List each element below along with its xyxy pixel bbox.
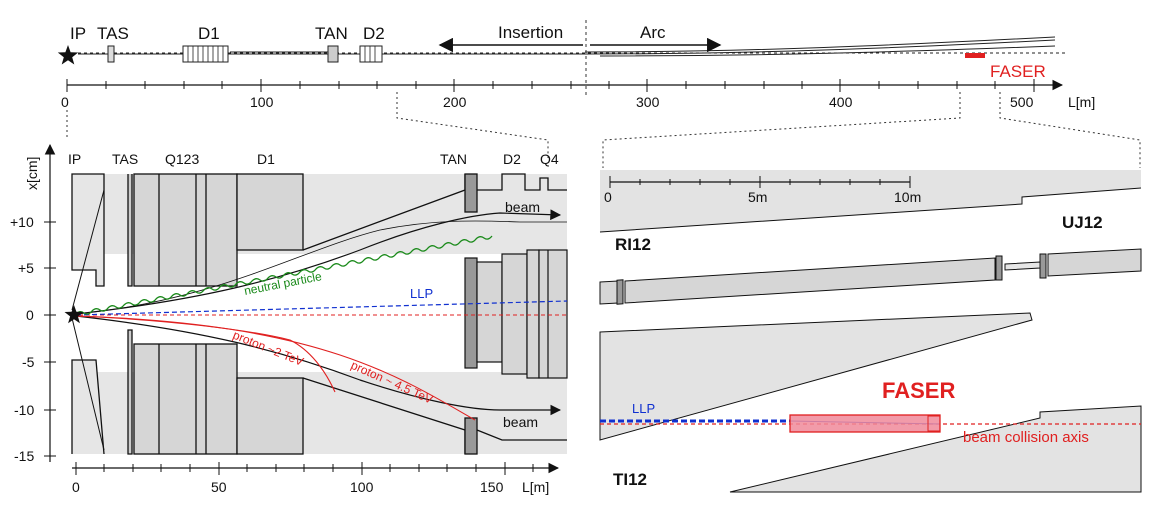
y-tick-minus15: -15	[14, 448, 34, 464]
x-tick-50: 50	[211, 479, 227, 495]
lower-wall	[71, 329, 567, 455]
top-label-d2: D2	[363, 24, 385, 43]
tas-cone	[71, 189, 105, 451]
tan-d2-central-stack	[464, 249, 568, 379]
top-label-d1: D1	[198, 24, 220, 43]
left-label-d2: D2	[503, 151, 521, 167]
llp-label: LLP	[410, 286, 433, 301]
top-tan-block	[327, 45, 339, 63]
top-tick-0: 0	[61, 94, 69, 110]
scale-tick-10m: 10m	[894, 189, 921, 205]
left-label-d1: D1	[257, 151, 275, 167]
top-overview-panel: IP TAS D1 TAN D2 Insertion Arc FASER	[57, 20, 1141, 168]
top-tick-200: 200	[443, 94, 467, 110]
ip-star-icon	[57, 45, 79, 65]
y-tick-minus10: -10	[14, 402, 34, 418]
top-label-tas: TAS	[97, 24, 129, 43]
top-label-ip: IP	[70, 24, 86, 43]
y-axis-label: x[cm]	[24, 157, 40, 190]
top-axis-unit: L[m]	[1068, 94, 1095, 110]
right-llp-label: LLP	[632, 401, 655, 416]
top-label-tan: TAN	[315, 24, 348, 43]
lower-beam-line	[75, 315, 562, 416]
uj12-wall	[600, 170, 1141, 232]
top-tick-100: 100	[250, 94, 274, 110]
insertion-label: Insertion	[498, 23, 563, 42]
proton-4p5tev-trajectory	[75, 315, 476, 421]
ri12-label: RI12	[615, 235, 651, 254]
left-label-tas: TAS	[112, 151, 138, 167]
left-label-ip: IP	[68, 151, 81, 167]
x-tick-100: 100	[350, 479, 374, 495]
top-faser-label: FASER	[990, 62, 1046, 81]
top-tas-block	[107, 45, 115, 63]
ti12-lower-wall	[729, 405, 1142, 493]
uj12-label: UJ12	[1062, 213, 1103, 232]
llp-trajectory	[75, 300, 568, 316]
faser-label: FASER	[882, 378, 955, 403]
x-axis-unit: L[m]	[522, 479, 549, 495]
top-tick-400: 400	[829, 94, 853, 110]
y-tick-plus10: +10	[10, 214, 34, 230]
left-panel: +10 +5 0 -5 -10 -15 x[cm] 0 50 100 150 L…	[10, 143, 568, 495]
zoom-guides	[66, 92, 1141, 168]
top-faser-marker	[965, 53, 985, 58]
top-d2-block	[359, 45, 383, 63]
left-ip-star-icon	[64, 305, 84, 324]
ti12-label: TI12	[613, 470, 647, 489]
left-label-tan: TAN	[440, 151, 467, 167]
top-tick-300: 300	[636, 94, 660, 110]
ti12-upper-wall	[599, 312, 1033, 441]
upper-beam-line	[75, 209, 562, 315]
top-d1-block	[182, 45, 229, 63]
lower-beam-label: beam	[503, 414, 538, 430]
upper-beam-inner	[75, 220, 567, 315]
right-panel: 0 5m 10m UJ12 RI12 FASER LLP beam collis…	[599, 170, 1142, 493]
faser-detector	[789, 414, 941, 433]
x-tick-150: 150	[480, 479, 504, 495]
arc-label: Arc	[640, 23, 666, 42]
upper-beam-label: beam	[505, 199, 540, 215]
scale-tick-0: 0	[604, 189, 612, 205]
lhc-magnets	[599, 248, 1142, 305]
y-tick-0: 0	[26, 307, 34, 323]
top-d1-hatching	[187, 46, 224, 62]
proton-2tev-label: proton ~2 TeV	[231, 328, 306, 369]
left-label-q4: Q4	[540, 151, 559, 167]
scale-tick-5m: 5m	[748, 189, 767, 205]
left-label-q123: Q123	[165, 151, 199, 167]
neutral-particle-trajectory	[75, 235, 493, 315]
upper-wall	[71, 173, 567, 287]
top-axis-ticks	[66, 79, 1035, 92]
x-tick-0: 0	[72, 479, 80, 495]
y-tick-plus5: +5	[18, 260, 34, 276]
y-tick-minus5: -5	[22, 354, 35, 370]
beam-collision-axis-label: beam collision axis	[963, 429, 1089, 446]
top-tick-500: 500	[1010, 94, 1034, 110]
